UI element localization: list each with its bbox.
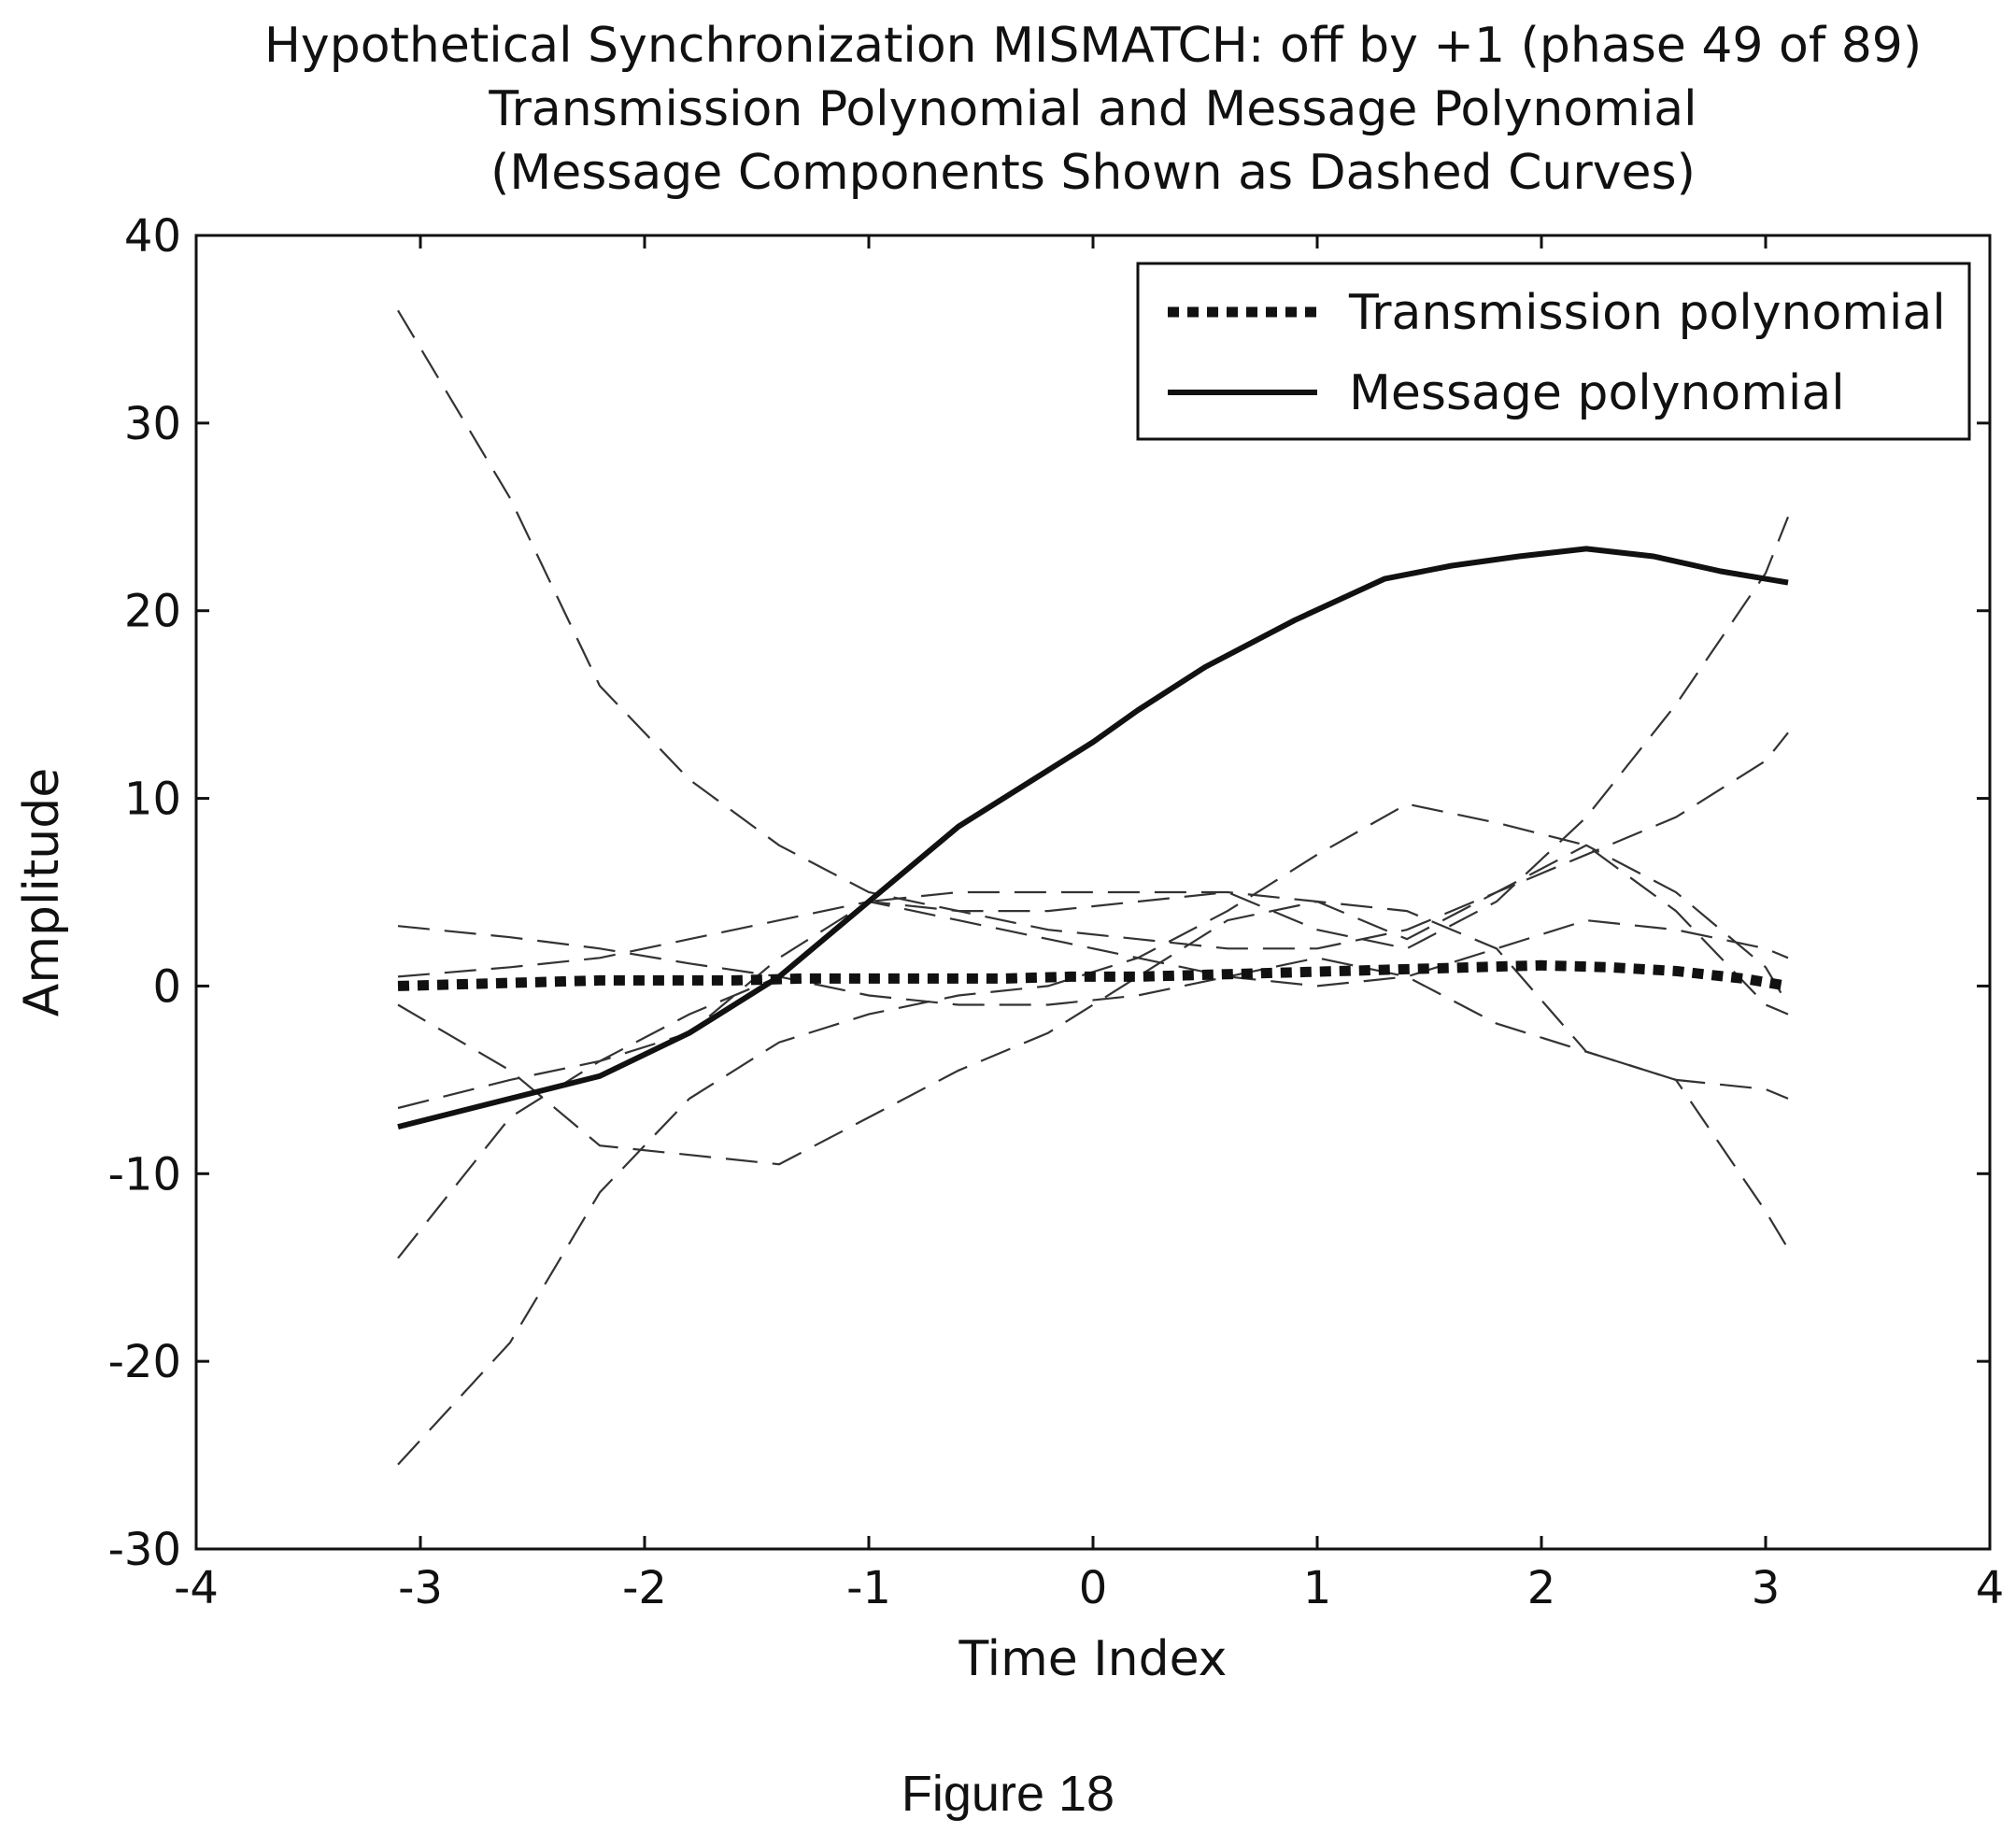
chart-title-line-1: Hypothetical Synchronization MISMATCH: o… [264,18,1922,74]
x-tick-label: 1 [1303,1562,1332,1614]
message-component-line-2 [397,309,1789,1006]
x-tick-label: -1 [846,1562,891,1614]
x-tick-label: -3 [398,1562,443,1614]
y-tick-label: 20 [124,586,181,638]
chart-title: Hypothetical Synchronization MISMATCH: o… [264,18,1922,201]
plot-lines [397,309,1790,1466]
message-component-line-5 [397,516,1790,1110]
x-tick-label: -4 [174,1562,219,1614]
y-tick-label: -20 [108,1336,181,1388]
message-component-line-8 [397,900,1789,988]
legend-label-2: Message polynomial [1349,365,1845,421]
legend: Transmission polynomial Message polynomia… [1136,262,1971,441]
x-tick-label: 0 [1079,1562,1108,1614]
message-component-line-7 [397,925,1789,1100]
legend-label-1: Transmission polynomial [1348,285,1946,341]
y-tick-label: 40 [124,210,181,263]
y-tick-label: -10 [108,1148,181,1201]
chart-title-line-3: (Message Components Shown as Dashed Curv… [490,145,1696,201]
y-tick-label: 10 [124,774,181,826]
transmission-polynomial-line [397,959,1789,991]
y-tick-label: -30 [108,1524,181,1576]
message-component-line-3 [397,803,1789,1466]
chart-title-line-2: Transmission Polynomial and Message Poly… [488,81,1697,137]
y-tick-label: 0 [152,960,181,1013]
y-tick-label: 30 [124,398,181,450]
message-polynomial-line [397,546,1789,1130]
y-axis-label: Amplitude [14,768,70,1016]
x-tick-label: 3 [1752,1562,1781,1614]
figure-caption: Figure 18 [902,1766,1114,1822]
message-component-line-4 [397,890,1789,1259]
legend-box [1136,262,1971,441]
x-tick-label: -2 [622,1562,667,1614]
x-tick-label: 4 [1976,1562,2005,1614]
x-axis-label: Time Index [958,1631,1228,1687]
x-tick-label: 2 [1527,1562,1556,1614]
message-component-line-6 [397,732,1789,1166]
